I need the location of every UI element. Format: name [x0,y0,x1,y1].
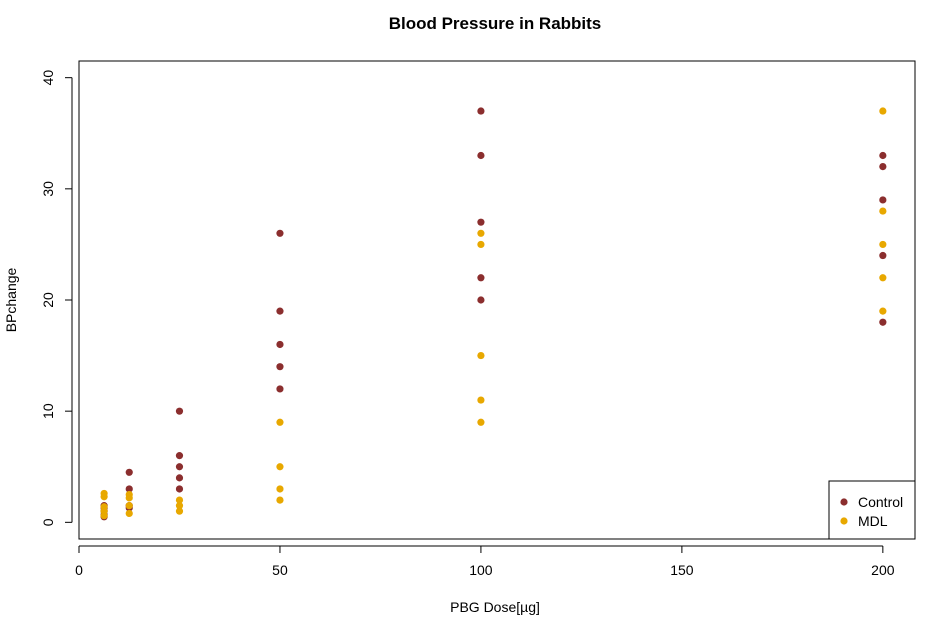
x-tick-label: 50 [272,562,288,578]
y-tick-label: 40 [40,70,56,86]
data-point [477,107,485,115]
data-point [276,307,284,315]
data-point [276,496,284,504]
y-tick-label: 0 [40,518,56,526]
data-point [175,474,184,482]
chart-title: Blood Pressure in Rabbits [389,14,602,33]
data-point [477,296,485,304]
data-point [125,490,133,499]
data-point [175,463,184,471]
data-point [276,229,284,237]
data-point [175,507,184,515]
y-axis-label: BPchange [3,267,19,332]
legend-label: Control [858,494,903,510]
data-point [276,463,284,471]
data-point [175,452,184,460]
x-axis-label: PBG Dose[µg] [450,599,540,615]
series-control [100,107,887,521]
data-point [125,468,133,476]
legend: Control MDL [828,480,916,540]
data-point [879,207,887,215]
data-point [276,340,284,349]
x-tick-label: 150 [670,562,694,578]
data-point [477,240,485,249]
y-tick-label: 20 [40,292,56,308]
y-axis: 0 10 20 30 40 [40,70,73,526]
data-point [175,407,184,415]
data-point [879,307,887,315]
plot-frame [78,60,916,540]
data-point [175,496,184,504]
data-point [477,229,485,237]
data-point [879,163,887,171]
x-tick-label: 0 [75,562,83,578]
data-point [477,351,485,360]
legend-box [828,480,916,540]
data-point [879,107,887,115]
data-point [477,151,485,160]
data-point [276,418,284,426]
x-axis: 0 50 100 150 200 [75,545,895,578]
data-point [175,502,184,510]
data-point [100,503,108,511]
series-mdl [100,107,887,520]
data-point [477,396,485,404]
data-point [879,274,887,282]
data-point [477,418,485,426]
y-tick-label: 30 [40,181,56,197]
data-point [125,502,133,510]
x-tick-label: 100 [469,562,493,578]
data-point [276,485,284,493]
data-point [276,385,284,393]
data-point [879,151,887,160]
data-point [879,318,887,326]
data-point [879,196,887,204]
legend-label: MDL [858,513,888,529]
data-point [175,485,184,493]
y-tick-label: 10 [40,403,56,419]
data-point [125,485,133,493]
x-tick-label: 200 [871,562,895,578]
data-point [477,218,485,226]
data-point [879,251,887,260]
data-point [477,274,485,282]
data-point [276,363,284,371]
points-layer [100,107,887,521]
legend-marker [840,498,848,506]
data-point [100,489,108,498]
data-point [879,240,887,249]
data-point [125,509,133,518]
legend-marker [840,517,848,525]
